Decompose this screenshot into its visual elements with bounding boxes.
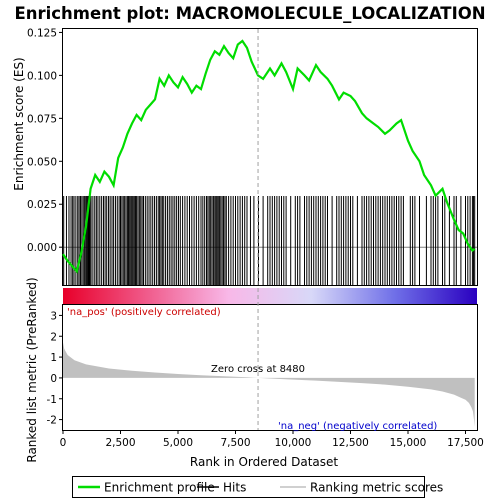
metric-axis-label: Ranked list metric (PreRanked) — [25, 277, 39, 462]
metric-tick-label: -2 — [47, 415, 57, 427]
es-axis-label: Enrichment score (ES) — [12, 57, 26, 190]
es-tick-label: 0.025 — [27, 199, 57, 211]
x-tick-label: 0 — [60, 437, 67, 449]
metric-tick-label: -1 — [47, 394, 57, 406]
x-tick-label: 10,000 — [275, 437, 312, 449]
legend-box — [72, 476, 425, 498]
x-tick-label: 12,500 — [332, 437, 369, 449]
es-tick-label: 0.000 — [27, 242, 57, 254]
es-tick-label: 0.100 — [27, 70, 57, 82]
x-axis-label: Rank in Ordered Dataset — [190, 455, 338, 469]
negative-correlation-label: 'na_neg' (negatively correlated) — [278, 421, 437, 432]
positive-correlation-label: 'na_pos' (positively correlated) — [67, 307, 221, 318]
metric-panel-frame — [62, 304, 478, 431]
metric-tick-label: 0 — [50, 373, 57, 385]
zero-cross-label: Zero cross at 8480 — [211, 364, 305, 375]
es-tick-label: 0.075 — [27, 113, 57, 125]
x-tick-label: 2,500 — [105, 437, 135, 449]
x-tick-label: 5,000 — [163, 437, 193, 449]
metric-tick-label: 1 — [50, 352, 57, 364]
metric-tick-label: 2 — [50, 331, 57, 343]
ranking-colorbar — [63, 288, 477, 304]
metric-tick-label: 3 — [50, 310, 57, 322]
es-tick-label: 0.050 — [27, 156, 57, 168]
x-tick-label: 7,500 — [220, 437, 250, 449]
enrichment-profile-line — [62, 39, 476, 274]
legend-label: Enrichment profile — [104, 481, 215, 495]
legend-label: Hits — [223, 481, 246, 495]
chart-title: Enrichment plot: MACROMOLECULE_LOCALIZAT… — [14, 4, 485, 23]
ranking-metric-area — [63, 342, 475, 427]
es-tick-label: 0.125 — [27, 27, 57, 39]
legend-label: Ranking metric scores — [310, 481, 443, 495]
metric-axis: -2 -1 0 1 2 3 — [47, 310, 63, 427]
legend: Enrichment profile Hits Ranking metric sco… — [78, 481, 443, 495]
x-tick-label: 17,500 — [447, 437, 484, 449]
x-axis: 0 2,500 5,000 7,500 10,000 12,500 15,000 17,500 — [60, 430, 484, 449]
x-tick-label: 15,000 — [390, 437, 427, 449]
es-axis: 0.000 0.025 0.050 0.075 0.100 0.125 — [27, 27, 63, 254]
